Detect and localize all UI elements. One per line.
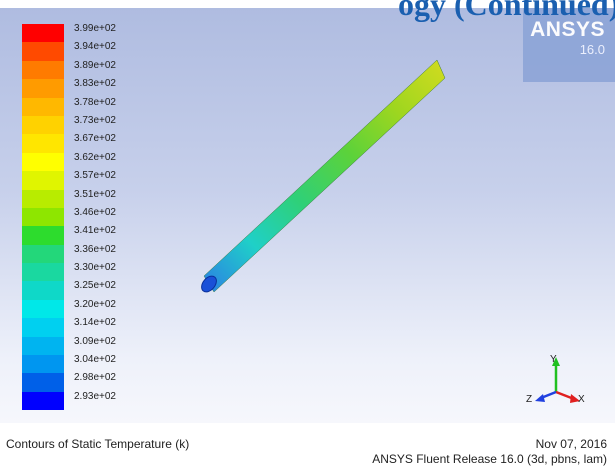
- legend-label: 3.51e+02: [74, 188, 116, 200]
- legend-swatch: [22, 152, 64, 172]
- legend-label: 3.94e+02: [74, 41, 116, 53]
- header-strip: [0, 0, 615, 8]
- legend-swatch: [22, 42, 64, 61]
- legend-label: 3.14e+02: [74, 317, 116, 329]
- legend-swatch: [22, 391, 64, 411]
- legend-label: 3.25e+02: [74, 280, 116, 292]
- legend-swatch: [22, 189, 64, 208]
- plot-date: Nov 07, 2016: [535, 437, 607, 451]
- logo-version: 16.0: [579, 42, 605, 57]
- z-axis-label: Z: [526, 394, 532, 405]
- legend-swatch: [22, 318, 64, 337]
- legend-swatch: [22, 79, 64, 98]
- legend-label: 3.57e+02: [74, 170, 116, 182]
- legend-label: 3.36e+02: [74, 243, 116, 255]
- legend-label: 3.20e+02: [74, 298, 116, 310]
- page-title-fragment: ogy (Continued): [398, 0, 615, 22]
- legend-swatch: [22, 134, 64, 153]
- legend-label: 3.09e+02: [74, 335, 116, 347]
- legend-label: 3.46e+02: [74, 206, 116, 218]
- legend-label: 3.67e+02: [74, 133, 116, 145]
- x-axis-label: X: [578, 394, 585, 405]
- legend-label: 3.78e+02: [74, 96, 116, 108]
- legend-swatch: [22, 207, 64, 227]
- ansys-logo: ANSYS 16.0: [523, 0, 615, 82]
- legend-swatch: [22, 24, 64, 43]
- legend-label: 3.04e+02: [74, 354, 116, 366]
- pipe-body: [203, 59, 446, 293]
- pipe-inlet-face: [201, 275, 217, 293]
- pipe-geometry: [201, 59, 446, 293]
- legend-label: 2.93e+02: [74, 390, 116, 402]
- legend-swatch: [22, 281, 64, 300]
- x-axis-arrow: [570, 394, 580, 403]
- legend-swatch: [22, 171, 64, 190]
- z-axis-arrow: [535, 394, 545, 402]
- legend-label: 3.30e+02: [74, 262, 116, 274]
- legend-swatch: [22, 336, 64, 356]
- legend-swatch: [22, 115, 64, 135]
- graphics-viewport[interactable]: 3.99e+02 3.94e+02 3.89e+02 3.83e+02 3.78e+02…: [0, 0, 615, 423]
- legend-label: 3.73e+02: [74, 114, 116, 126]
- legend-swatch: [22, 373, 64, 392]
- color-legend-labels: 3.99e+02 3.94e+02 3.89e+02 3.83e+02 3.78e+02…: [74, 20, 116, 406]
- y-axis-label: Y: [550, 354, 557, 365]
- legend-swatch: [22, 226, 64, 245]
- legend-swatch: [22, 263, 64, 282]
- legend-swatch: [22, 60, 64, 80]
- legend-label: 3.89e+02: [74, 59, 116, 71]
- logo-name: ANSYS: [530, 18, 605, 41]
- legend-swatch: [22, 97, 64, 116]
- plot-caption: Contours of Static Temperature (k): [6, 437, 190, 451]
- color-legend: [22, 24, 64, 411]
- legend-label: 3.62e+02: [74, 151, 116, 163]
- y-axis-arrow: [552, 357, 560, 366]
- legend-label: 3.99e+02: [74, 23, 116, 34]
- legend-swatch: [22, 299, 64, 319]
- legend-label: 3.83e+02: [74, 78, 116, 90]
- legend-label: 3.41e+02: [74, 225, 116, 237]
- footer: Contours of Static Temperature (k) Nov 0…: [0, 423, 615, 467]
- axis-triad: Y X Z: [526, 354, 585, 405]
- legend-swatch: [22, 355, 64, 374]
- legend-label: 2.98e+02: [74, 372, 116, 384]
- software-release: ANSYS Fluent Release 16.0 (3d, pbns, lam…: [372, 452, 607, 466]
- legend-swatch: [22, 244, 64, 264]
